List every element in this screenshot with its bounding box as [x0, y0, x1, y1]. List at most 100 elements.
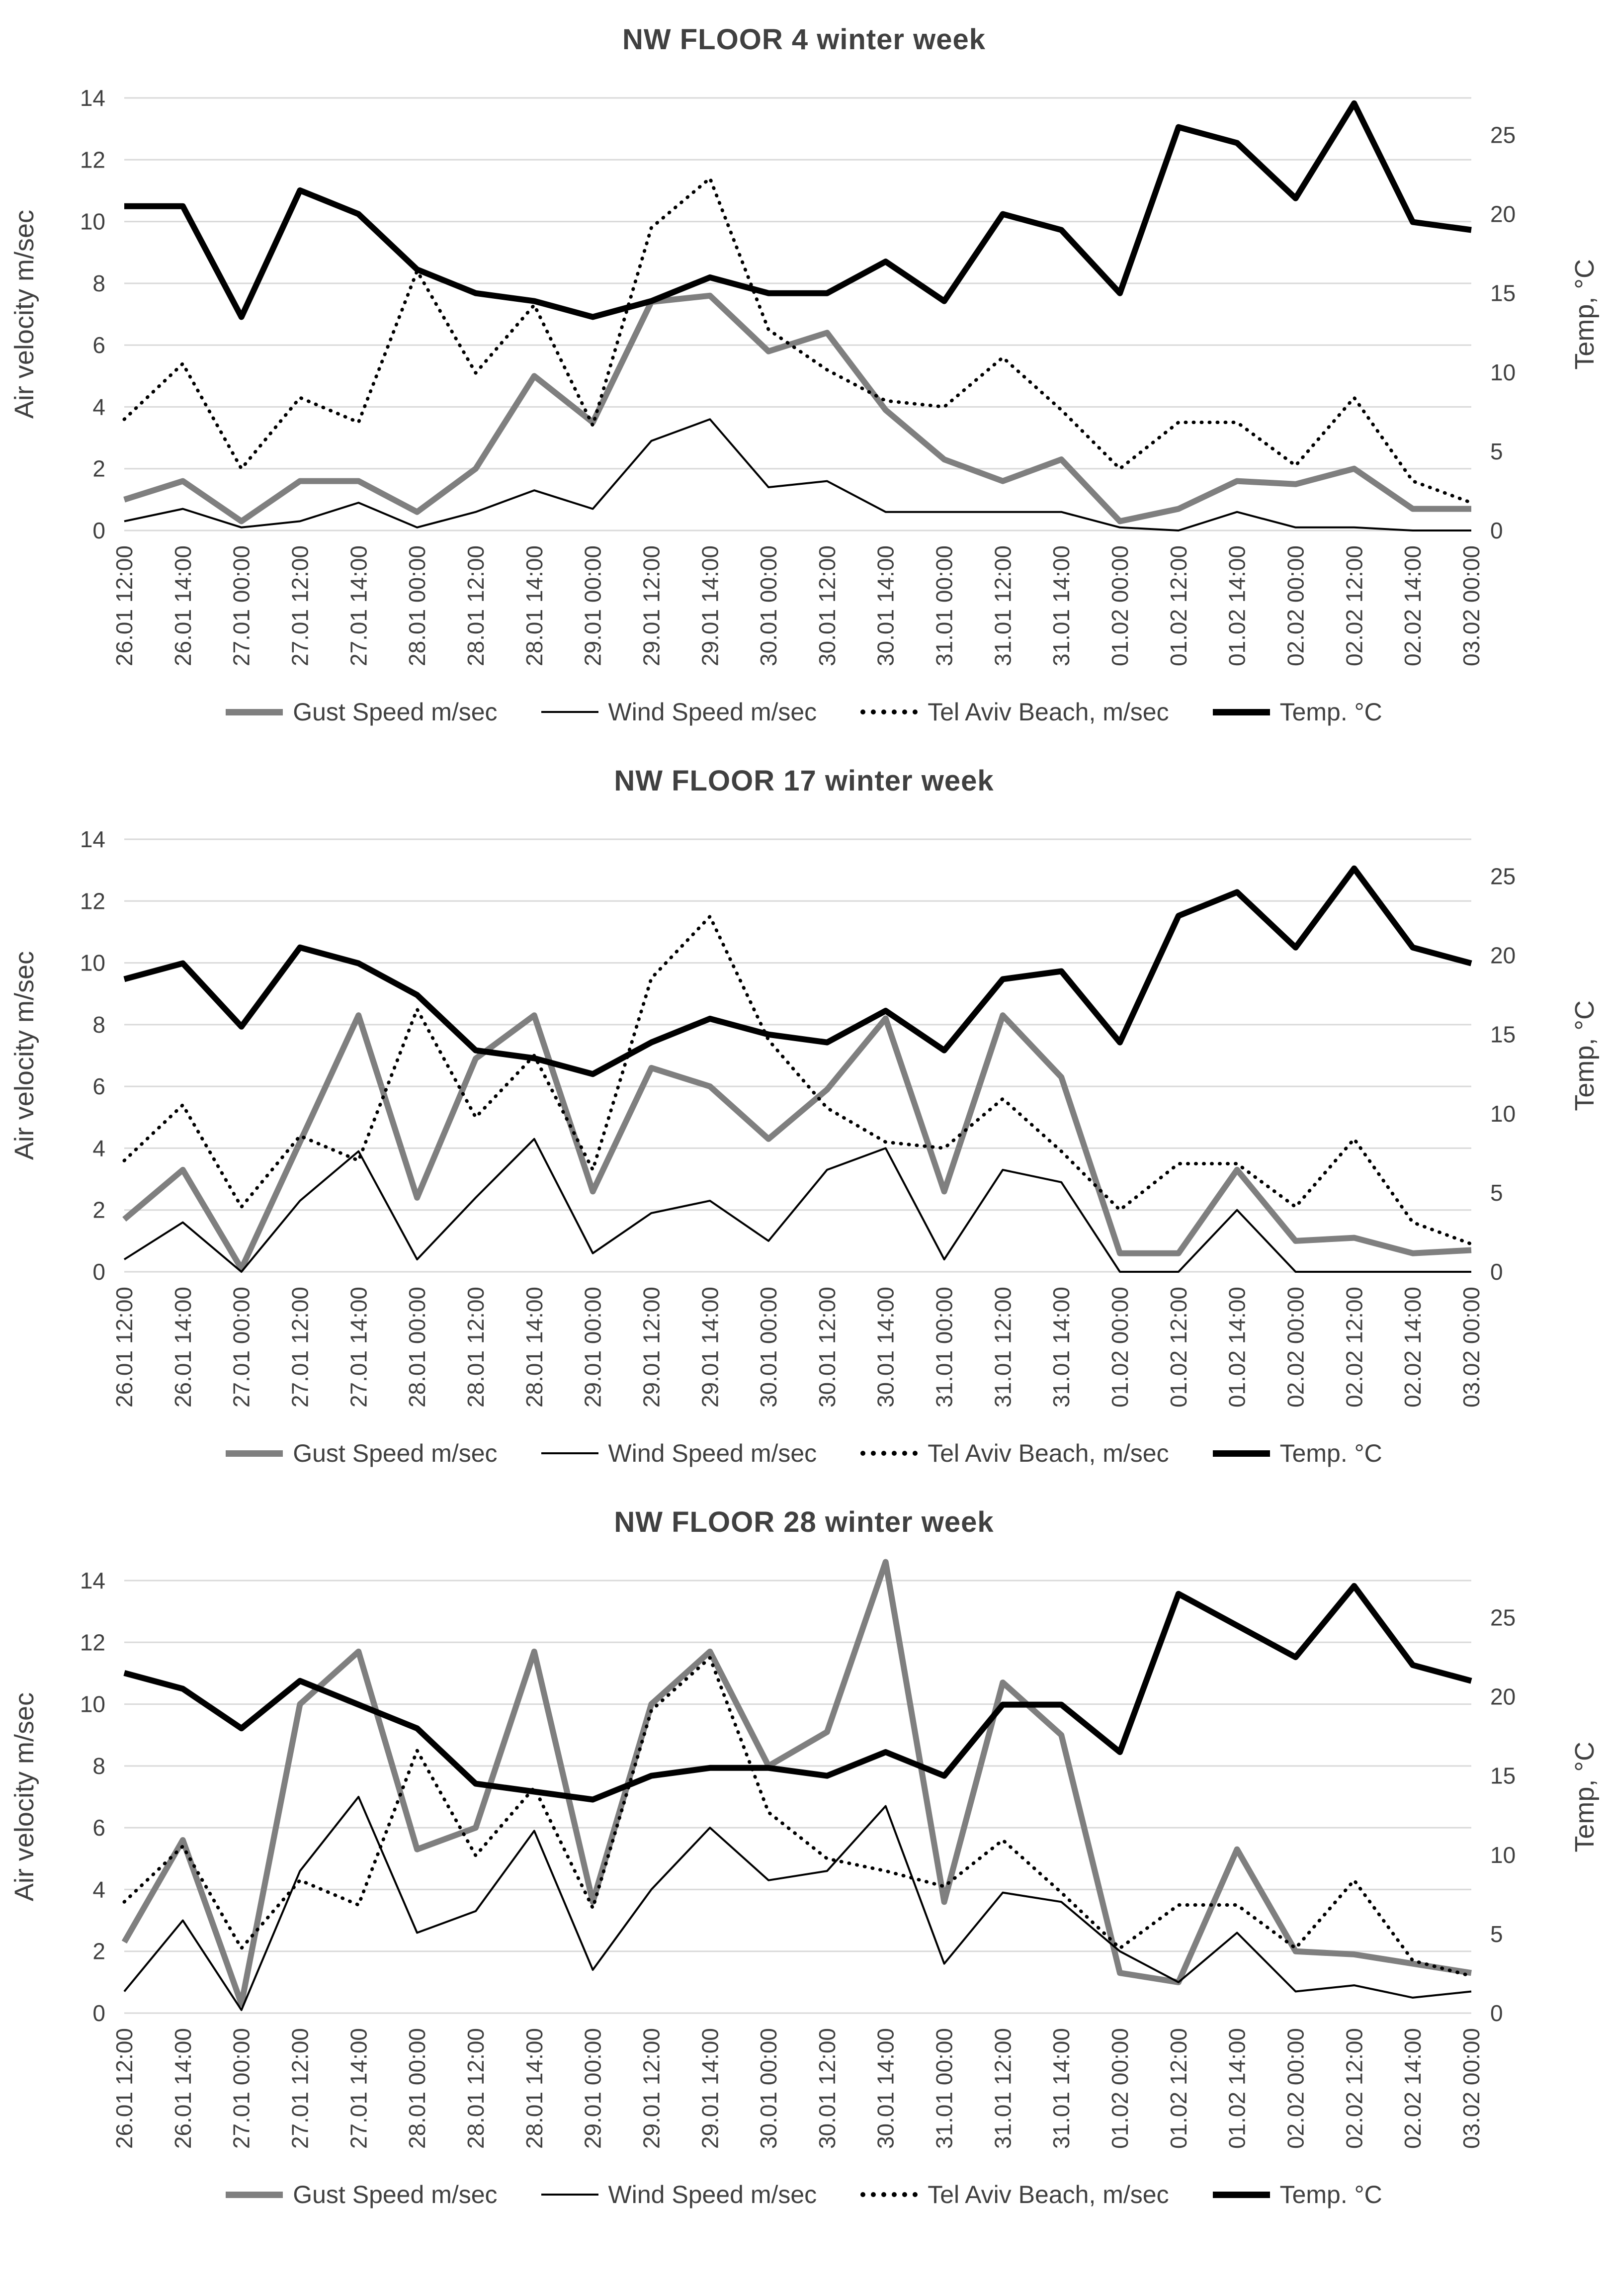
- series-beach: [122, 1656, 1473, 1978]
- x-axis-label: 02.02 12:00: [1341, 2028, 1367, 2149]
- left-axis-tick: 12: [80, 1629, 105, 1655]
- left-axis-tick: 2: [92, 1197, 105, 1223]
- legend-item-temp: Temp. °C: [1212, 2180, 1382, 2209]
- x-axis-label: 01.02 12:00: [1166, 545, 1191, 666]
- legend-floor17: Gust Speed m/sec Wind Speed m/sec Tel Aviv…: [0, 1439, 1608, 1468]
- legend-label-beach: Tel Aviv Beach, m/sec: [928, 1439, 1169, 1467]
- x-axis-label: 31.01 00:00: [931, 545, 957, 666]
- legend-label-beach: Tel Aviv Beach, m/sec: [928, 698, 1169, 726]
- left-axis-tick: 6: [92, 332, 105, 358]
- right-axis-tick: 15: [1490, 280, 1516, 306]
- left-axis-tick: 4: [92, 394, 105, 420]
- x-axis-label: 28.01 14:00: [521, 545, 547, 666]
- series-wind: [123, 1138, 1471, 1273]
- x-axis-label: 01.02 14:00: [1224, 1287, 1250, 1408]
- x-axis-label: 29.01 12:00: [638, 545, 664, 666]
- legend-swatch-wind: [541, 711, 598, 713]
- legend-item-temp: Temp. °C: [1212, 698, 1382, 726]
- chart-title-floor28: NW FLOOR 28 winter week: [614, 1506, 994, 1538]
- left-axis-tick: 10: [80, 1691, 105, 1717]
- series-gust: [121, 1559, 1472, 2007]
- x-axis-label: 30.01 14:00: [873, 1287, 899, 1408]
- x-axis-label: 26.01 12:00: [111, 1287, 137, 1408]
- x-axis-label: 02.02 12:00: [1341, 1287, 1367, 1408]
- legend-label-wind: Wind Speed m/sec: [608, 2181, 817, 2208]
- x-axis-label: 31.01 14:00: [1048, 2028, 1074, 2149]
- left-axis-tick: 10: [80, 950, 105, 976]
- x-axis-label: 30.01 14:00: [873, 545, 899, 666]
- x-axis-label: 02.02 14:00: [1400, 2028, 1426, 2149]
- left-axis-tick: 0: [92, 2000, 105, 2026]
- x-axis-label: 27.01 14:00: [345, 2028, 371, 2149]
- series-gust: [123, 292, 1471, 525]
- x-axis-label: 30.01 14:00: [873, 2028, 899, 2149]
- legend-swatch-wind: [541, 2194, 598, 2196]
- legend-swatch-beach: [860, 2192, 918, 2197]
- x-axis-label: 02.02 14:00: [1400, 545, 1426, 666]
- x-axis-label: 28.01 14:00: [521, 1287, 547, 1408]
- x-axis-label: 31.01 12:00: [990, 545, 1016, 666]
- x-axis-label: 02.02 00:00: [1283, 2028, 1309, 2149]
- legend-label-wind: Wind Speed m/sec: [608, 698, 817, 726]
- legend-item-beach: Tel Aviv Beach, m/sec: [860, 2180, 1169, 2209]
- left-axis-tick: 12: [80, 888, 105, 914]
- legend-label-gust: Gust Speed m/sec: [293, 1439, 498, 1467]
- series-temp: [123, 1583, 1472, 1803]
- legend-label-temp: Temp. °C: [1279, 1439, 1382, 1467]
- legend-item-wind: Wind Speed m/sec: [541, 698, 817, 726]
- x-axis-label: 01.02 00:00: [1107, 2028, 1133, 2149]
- legend-label-temp: Temp. °C: [1279, 698, 1382, 726]
- legend-label-wind: Wind Speed m/sec: [608, 1439, 817, 1467]
- legend-swatch-temp: [1212, 1450, 1270, 1457]
- x-axis-label: 27.01 12:00: [287, 1287, 313, 1408]
- x-axis-label: 26.01 14:00: [170, 1287, 196, 1408]
- left-axis-tick: 8: [92, 1753, 105, 1779]
- legend-swatch-gust: [226, 708, 283, 715]
- series-temp: [124, 100, 1472, 320]
- left-axis-tick: 0: [92, 1259, 105, 1285]
- x-axis-label: 27.01 12:00: [287, 2028, 313, 2149]
- x-axis-label: 31.01 14:00: [1048, 1287, 1074, 1408]
- x-axis-label: 31.01 00:00: [931, 1287, 957, 1408]
- chart-title-floor17: NW FLOOR 17 winter week: [614, 765, 994, 797]
- left-axis-tick: 12: [80, 147, 105, 173]
- x-axis-label: 28.01 14:00: [521, 2028, 547, 2149]
- x-axis-label: 03.02 00:00: [1458, 2028, 1484, 2149]
- right-axis-tick: 0: [1490, 2000, 1503, 2026]
- series-wind: [124, 418, 1471, 531]
- chart-canvas-floor4: 0 2 4 6 8 10 12 14 0 5 10 15 20 25 26.01 12:00 26.01 14…: [80, 85, 1516, 666]
- left-axis-tick: 2: [92, 1939, 105, 1964]
- x-axis-label: 29.01 12:00: [638, 2028, 664, 2149]
- x-axis-label: 02.02 00:00: [1283, 545, 1309, 666]
- chart-area-floor28: Air velocity m/sec 0 2 4 6 8 10 12 14 0 5 10 15 20 25…: [0, 1551, 1608, 2177]
- x-axis-label: 28.01 00:00: [404, 545, 430, 666]
- x-axis-label: 27.01 14:00: [345, 545, 371, 666]
- x-axis-label: 30.01 00:00: [756, 1287, 781, 1408]
- legend-label-gust: Gust Speed m/sec: [293, 2181, 498, 2208]
- x-axis-label: 02.02 14:00: [1400, 1287, 1426, 1408]
- right-axis-tick: 10: [1490, 359, 1516, 385]
- legend-swatch-gust: [226, 1450, 283, 1457]
- left-axis-tick: 4: [92, 1876, 105, 1902]
- legend-label-gust: Gust Speed m/sec: [293, 698, 498, 726]
- chart-floor4: NW FLOOR 4 winter week Air velocity m/se…: [0, 0, 1608, 741]
- x-axis-label: 30.01 00:00: [756, 545, 781, 666]
- series-temp: [123, 865, 1472, 1077]
- x-axis-label: 29.01 12:00: [638, 1287, 664, 1408]
- x-axis-label: 28.01 12:00: [463, 2028, 489, 2149]
- legend-item-beach: Tel Aviv Beach, m/sec: [860, 1439, 1169, 1468]
- x-axis-label: 29.01 14:00: [697, 545, 723, 666]
- x-axis-label: 31.01 00:00: [931, 2028, 957, 2149]
- legend-swatch-wind: [541, 1452, 598, 1454]
- x-axis-label: 28.01 00:00: [404, 1287, 430, 1408]
- left-axis-tick: 8: [92, 1012, 105, 1038]
- right-axis-tick: 10: [1490, 1101, 1516, 1127]
- x-axis-label: 29.01 00:00: [580, 2028, 606, 2149]
- x-axis-label: 31.01 12:00: [990, 2028, 1016, 2149]
- left-axis-tick: 8: [92, 270, 105, 296]
- x-axis-label: 31.01 14:00: [1048, 545, 1074, 666]
- legend-item-wind: Wind Speed m/sec: [541, 1439, 817, 1468]
- right-axis-tick: 10: [1490, 1842, 1516, 1868]
- chart-canvas-floor28: 0 2 4 6 8 10 12 14 0 5 10 15 20 25 26.01 12:00 26.01 14…: [80, 1559, 1516, 2149]
- legend-label-beach: Tel Aviv Beach, m/sec: [928, 2181, 1169, 2208]
